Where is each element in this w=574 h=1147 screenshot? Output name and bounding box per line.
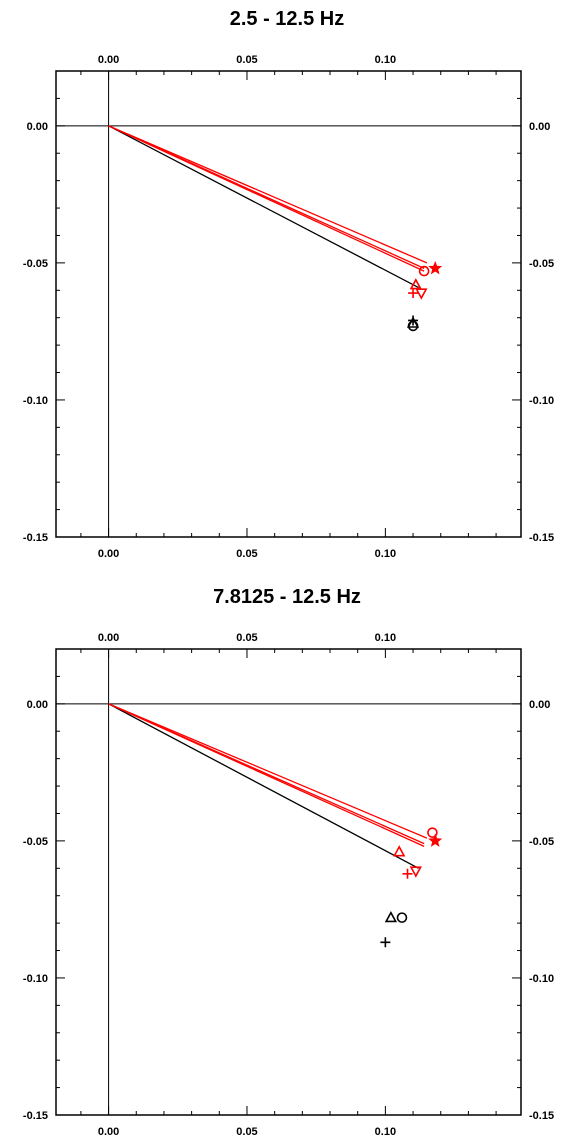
y-tick-label-right: 0.00 xyxy=(529,699,550,711)
y-tick-label-left: -0.10 xyxy=(23,973,48,985)
y-tick-label-right: -0.15 xyxy=(529,532,554,544)
triangle-up-marker xyxy=(384,910,398,923)
x-tick-label-top: 0.00 xyxy=(98,54,119,66)
y-tick-label-left: -0.15 xyxy=(23,1110,48,1122)
x-tick-label-bottom: 0.00 xyxy=(98,1126,119,1138)
triangle-down-marker xyxy=(409,866,422,878)
plus-marker xyxy=(380,937,391,948)
y-tick-label-right: -0.10 xyxy=(529,973,554,985)
x-tick-label-bottom: 0.00 xyxy=(98,548,119,560)
plot-frame xyxy=(55,70,522,538)
triangle-up-marker xyxy=(393,845,406,857)
triangle-down-marker xyxy=(415,288,428,300)
circle-marker xyxy=(418,265,430,277)
y-tick-label-left: 0.00 xyxy=(27,699,48,711)
chart-panel-bottom: 7.8125 - 12.5 Hz 0.00 0.00 0.05 0.05 0.10 0.1… xyxy=(0,578,574,1147)
vector-line xyxy=(108,703,425,845)
plus-marker xyxy=(408,288,419,299)
x-tick-label-bottom: 0.10 xyxy=(375,548,396,560)
plot-frame xyxy=(55,648,522,1116)
y-tick-label-right: -0.15 xyxy=(529,1110,554,1122)
x-tick-label-top: 0.05 xyxy=(236,54,257,66)
vector-line xyxy=(108,125,428,264)
circle-marker xyxy=(407,320,419,332)
y-tick-label-right: -0.05 xyxy=(529,836,554,848)
chart-title: 2.5 - 12.5 Hz xyxy=(229,8,345,30)
x-tick-label-top: 0.10 xyxy=(375,54,396,66)
circle-marker xyxy=(396,912,408,923)
y-tick-label-left: 0.00 xyxy=(27,121,48,133)
vector-line xyxy=(108,703,419,869)
y-tick-label-right: -0.10 xyxy=(529,395,554,407)
chart-panel-top: 2.5 - 12.5 Hz 0.00 0.00 0.05 0.05 0.10 0.10 0.… xyxy=(0,0,574,570)
x-tick-label-top: 0.00 xyxy=(98,632,119,644)
y-tick-label-right: -0.05 xyxy=(529,258,554,270)
y-tick-label-left: -0.05 xyxy=(23,258,48,270)
vector-line xyxy=(108,125,419,289)
y-tick-label-left: -0.10 xyxy=(23,395,48,407)
y-tick-label-left: -0.05 xyxy=(23,836,48,848)
chart-top: 0.00 0.00 0.05 0.05 0.10 0.10 0.00 0.00 -0.05 -0.… xyxy=(23,54,554,560)
vector-line xyxy=(108,703,428,839)
x-tick-label-bottom: 0.05 xyxy=(236,548,257,560)
plus-marker xyxy=(402,868,413,879)
x-tick-label-bottom: 0.05 xyxy=(236,1126,257,1138)
x-tick-label-top: 0.10 xyxy=(375,632,396,644)
vector-line xyxy=(108,125,425,272)
chart-title: 7.8125 - 12.5 Hz xyxy=(213,586,361,608)
star-marker xyxy=(428,260,443,275)
y-tick-label-right: 0.00 xyxy=(529,121,550,133)
y-tick-label-left: -0.15 xyxy=(23,532,48,544)
circle-marker xyxy=(427,827,438,838)
x-tick-label-top: 0.05 xyxy=(236,632,257,644)
chart-bottom: 0.00 0.00 0.05 0.05 0.10 0.10 0.00 0.00 -0.05 -0.… xyxy=(23,632,554,1138)
x-tick-label-bottom: 0.10 xyxy=(375,1126,396,1138)
star-marker xyxy=(428,833,443,847)
